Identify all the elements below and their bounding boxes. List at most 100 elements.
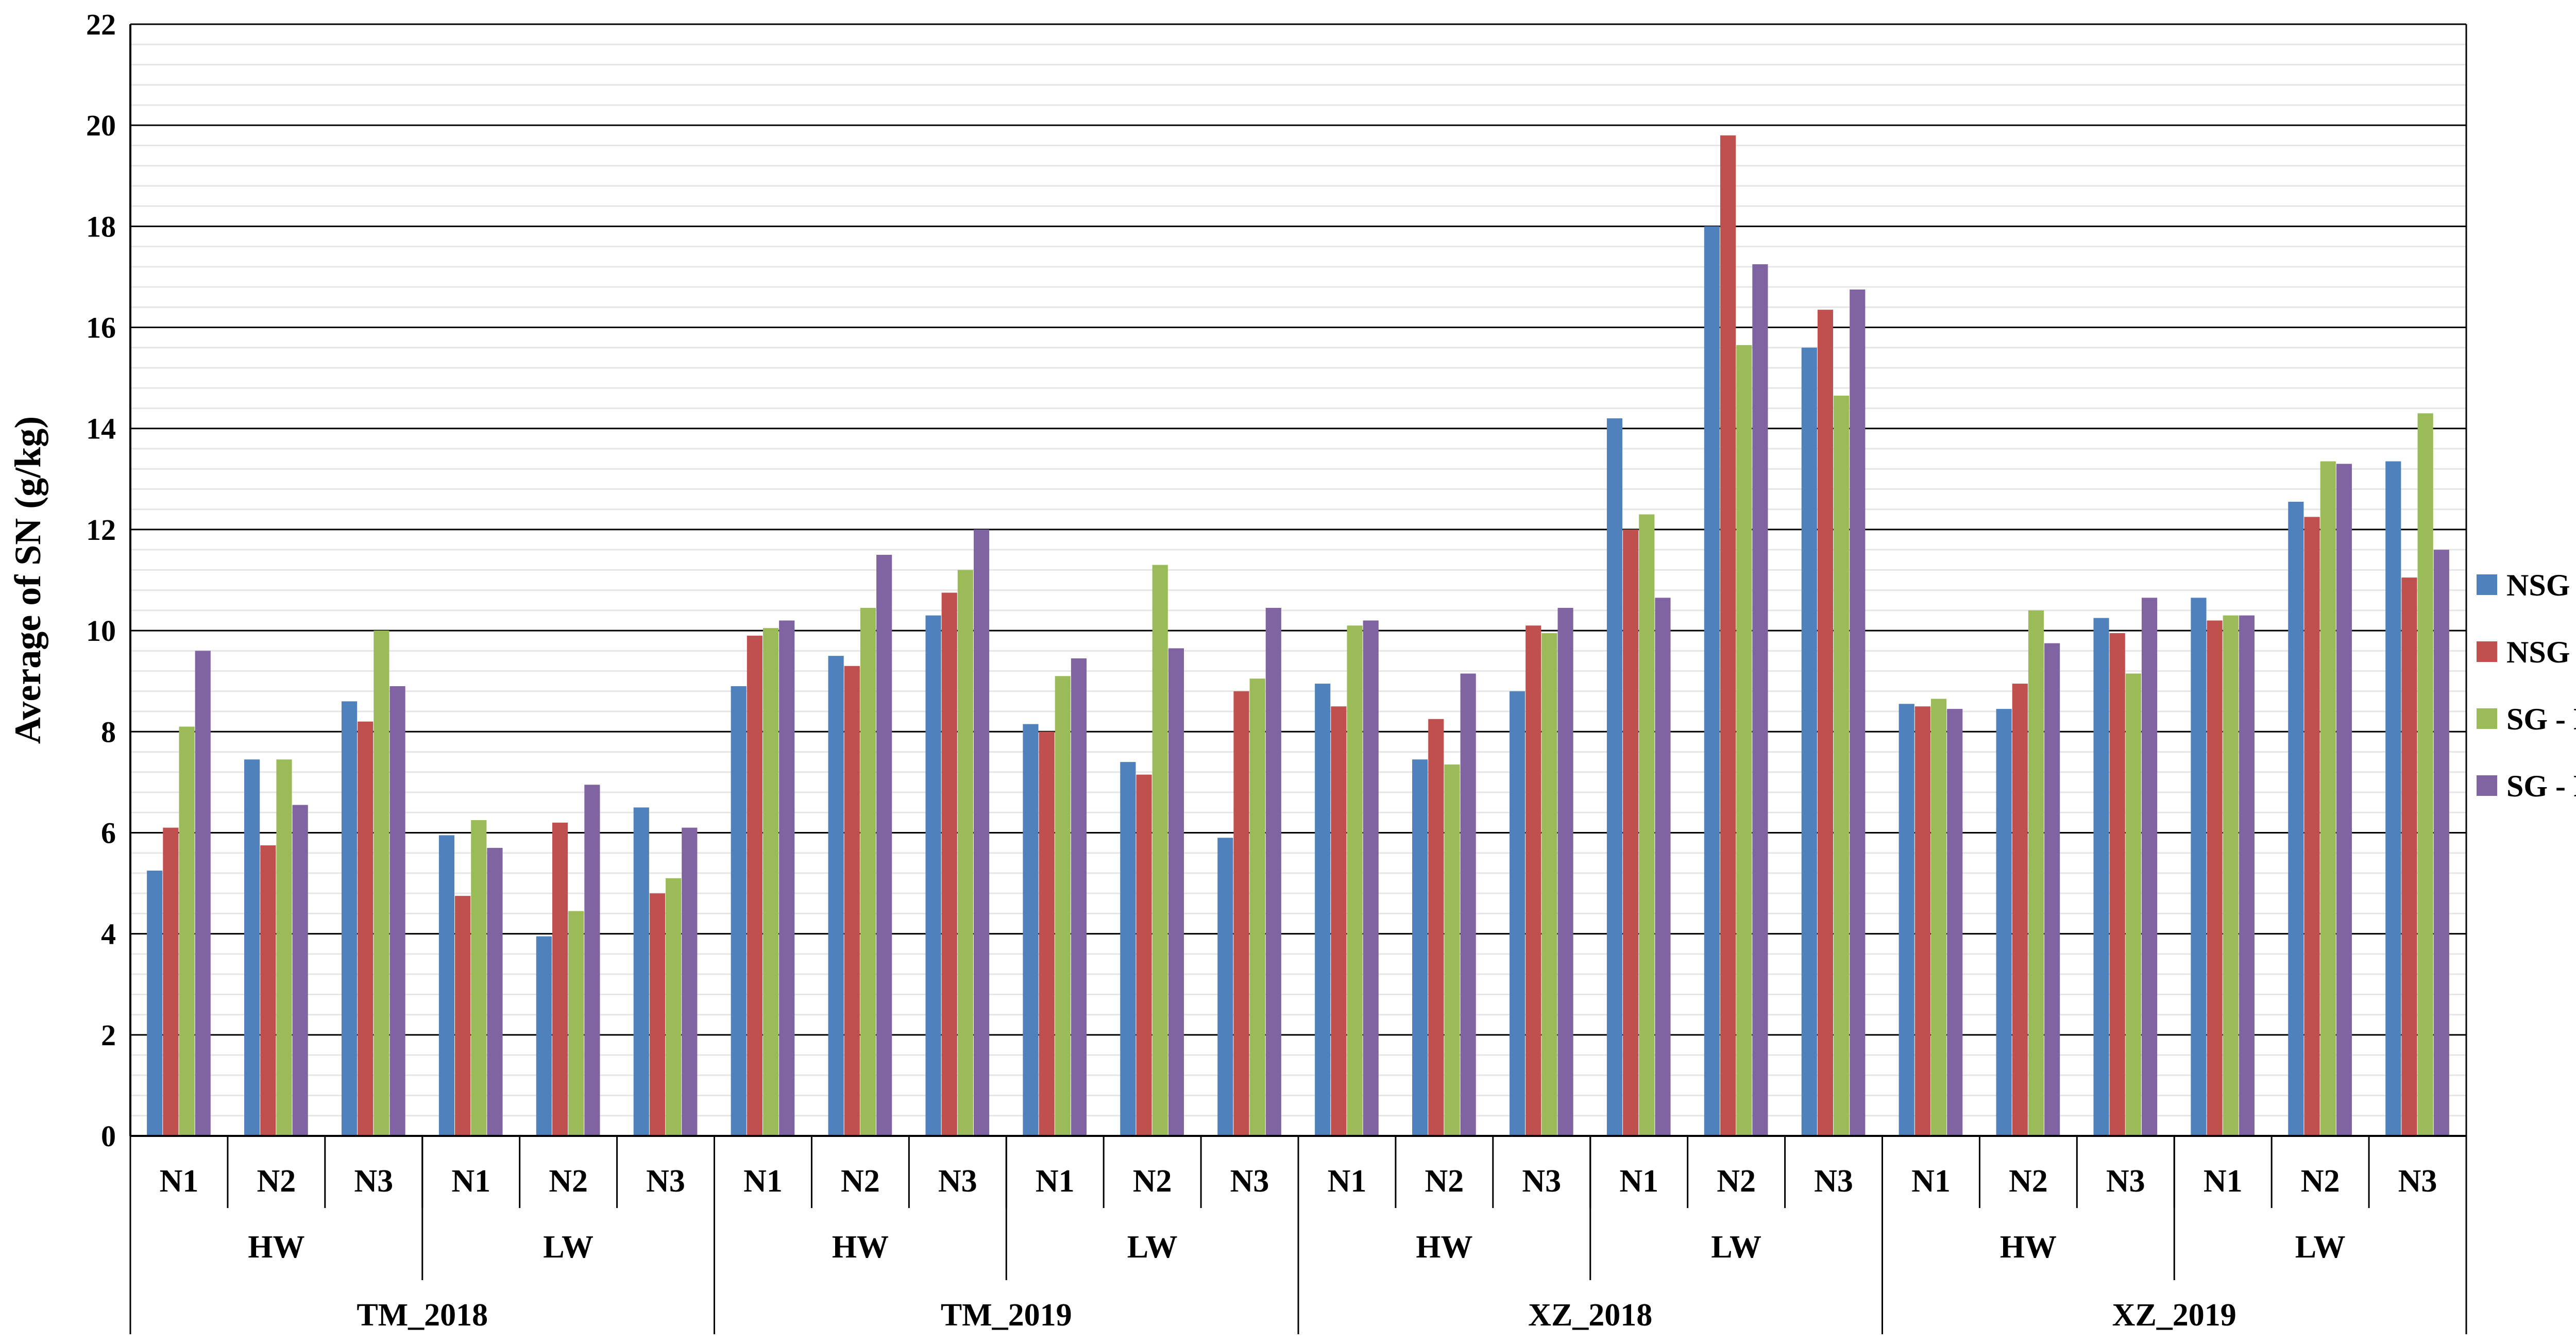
bar-nsg-h-7 [828, 656, 844, 1136]
x-category-label: N3 [2106, 1164, 2145, 1199]
bar-sg-h-9 [1055, 676, 1071, 1136]
x-category-label: N1 [451, 1164, 490, 1199]
bar-sg-r-8 [973, 529, 990, 1136]
bar-nsg-h-14 [1509, 691, 1526, 1136]
y-tick-label: 20 [86, 109, 116, 142]
bar-nsg-h-22 [2288, 501, 2304, 1136]
bar-sg-r-7 [876, 554, 892, 1136]
bar-sg-r-20 [2141, 598, 2158, 1136]
x-section-label: TM_2019 [941, 1298, 1072, 1333]
bar-sg-r-21 [2239, 615, 2255, 1136]
y-tick-label: 6 [101, 816, 116, 849]
bar-nsg-r-20 [2109, 633, 2125, 1136]
x-category-label: N3 [354, 1164, 393, 1199]
bar-nsg-h-13 [1412, 759, 1428, 1136]
bar-nsg-h-19 [1996, 709, 2012, 1136]
bar-nsg-h-2 [341, 701, 358, 1136]
bar-sg-h-3 [471, 820, 487, 1136]
bar-sg-r-19 [2044, 643, 2060, 1136]
axes [129, 23, 2467, 1334]
x-category-label: N1 [1911, 1164, 1951, 1199]
bar-nsg-h-21 [2191, 598, 2207, 1136]
x-category-label: N1 [1619, 1164, 1658, 1199]
bar-nsg-h-10 [1120, 762, 1136, 1136]
bar-nsg-r-7 [844, 666, 860, 1136]
x-group-label: LW [1127, 1230, 1178, 1265]
bar-nsg-r-21 [2207, 620, 2223, 1136]
bar-sg-h-23 [2417, 413, 2433, 1136]
x-category-label: N2 [257, 1164, 296, 1199]
bar-nsg-r-19 [2012, 684, 2028, 1136]
x-group-label: LW [1711, 1230, 1761, 1265]
y-axis-label: Average of SN (g/kg) [7, 416, 48, 744]
bar-sg-r-2 [389, 686, 405, 1136]
legend-label: NSG - R [2506, 635, 2576, 669]
bar-nsg-h-11 [1217, 838, 1233, 1136]
bar-sg-r-14 [1557, 607, 1573, 1136]
bar-sg-r-3 [487, 847, 503, 1136]
x-category-label: N1 [1328, 1164, 1367, 1199]
x-group-label: LW [543, 1230, 594, 1265]
bar-sg-h-14 [1541, 633, 1557, 1136]
bar-nsg-h-3 [438, 835, 455, 1136]
y-tick-labels: 0 2 4 6 8 10 12 14 16 18 20 22 [86, 8, 116, 1153]
bar-nsg-r-13 [1428, 719, 1444, 1136]
bar-nsg-h-4 [536, 936, 552, 1136]
bar-nsg-h-15 [1606, 418, 1623, 1136]
bar-sg-r-13 [1460, 673, 1476, 1136]
bar-sg-r-9 [1071, 658, 1087, 1136]
bar-nsg-h-12 [1315, 684, 1331, 1136]
bar-sg-r-4 [584, 785, 600, 1136]
y-tick-label: 12 [86, 513, 116, 547]
bar-nsg-r-11 [1233, 691, 1249, 1136]
x-category-label: N2 [1717, 1164, 1756, 1199]
bar-sg-h-20 [2125, 673, 2141, 1136]
bar-nsg-r-10 [1136, 774, 1152, 1136]
x-group-label: HW [248, 1230, 304, 1265]
bar-sg-h-21 [2223, 615, 2239, 1136]
bar-nsg-h-6 [731, 686, 747, 1136]
bar-sg-h-18 [1930, 699, 1947, 1136]
bar-nsg-h-17 [1801, 347, 1817, 1136]
x-category-label: N1 [743, 1164, 783, 1199]
bar-nsg-r-1 [260, 845, 276, 1136]
x-category-label: N3 [1814, 1164, 1853, 1199]
bar-nsg-r-17 [1817, 310, 1834, 1136]
bar-sg-h-0 [179, 726, 195, 1136]
bar-sg-h-10 [1152, 565, 1168, 1136]
y-tick-label: 18 [86, 210, 116, 243]
x-category-label: N3 [938, 1164, 977, 1199]
x-category-label: N3 [1230, 1164, 1269, 1199]
y-tick-label: 16 [86, 311, 116, 345]
bar-nsg-r-5 [649, 893, 666, 1136]
bar-sg-r-0 [195, 651, 211, 1136]
minor-gridlines [130, 43, 2466, 1117]
y-tick-label: 14 [86, 412, 116, 446]
bar-nsg-r-15 [1623, 529, 1639, 1136]
legend-swatch [2477, 708, 2497, 729]
bar-sg-h-11 [1249, 678, 1265, 1136]
x-section-label: XZ_2018 [1528, 1298, 1652, 1333]
legend-label: NSG - H [2506, 568, 2576, 602]
x-category-label: N2 [549, 1164, 588, 1199]
bar-sg-h-4 [568, 911, 584, 1136]
x-category-label: N2 [1425, 1164, 1464, 1199]
bar-nsg-r-0 [163, 827, 179, 1136]
bar-sg-r-6 [779, 620, 795, 1136]
x-category-label: N2 [2009, 1164, 2048, 1199]
bar-nsg-r-3 [455, 896, 471, 1136]
bar-nsg-h-20 [2093, 618, 2109, 1136]
bar-nsg-h-1 [244, 759, 260, 1136]
x-category-label: N1 [2204, 1164, 2243, 1199]
bar-nsg-h-18 [1899, 704, 1914, 1136]
legend-swatch [2477, 574, 2497, 595]
y-tick-label: 22 [86, 8, 116, 41]
legend-swatch [2477, 775, 2497, 796]
bar-sg-r-23 [2433, 550, 2449, 1136]
bar-sg-h-19 [2028, 610, 2044, 1136]
x-category-label: N2 [1133, 1164, 1172, 1199]
x-section-label: XZ_2019 [2112, 1298, 2236, 1333]
x-category-label: N3 [2398, 1164, 2437, 1199]
bar-sg-r-17 [1850, 289, 1866, 1136]
